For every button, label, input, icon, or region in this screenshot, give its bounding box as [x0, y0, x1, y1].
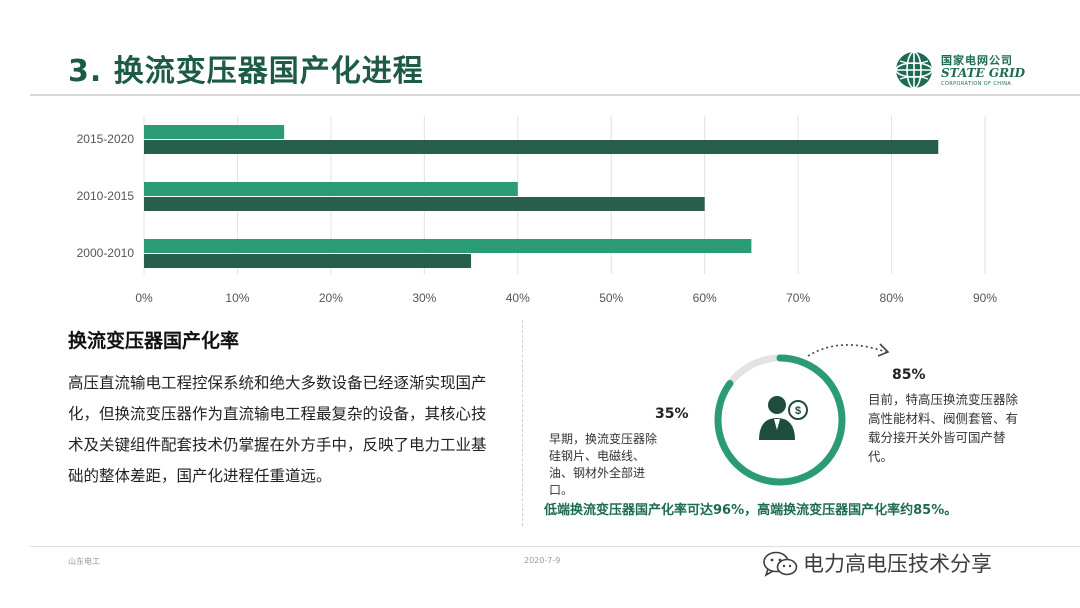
- x-tick-label: 60%: [693, 291, 717, 305]
- section-body: 高压直流输电工程控保系统和绝大多数设备已经逐渐实现国产化，但换流变压器作为直流输…: [68, 374, 487, 485]
- person-money-icon: $: [759, 396, 808, 440]
- current-description: 目前，特高压换流变压器除高性能材料、阀侧套管、有载分接开关外皆可国产替代。: [868, 392, 1019, 464]
- section-heading: 换流变压器国产化率: [68, 330, 240, 352]
- x-tick-label: 20%: [319, 291, 343, 305]
- logo-subtitle: CORPORATION OF CHINA: [941, 81, 1012, 87]
- x-tick-label: 80%: [880, 291, 904, 305]
- bar: [144, 140, 939, 154]
- x-tick-label: 0%: [135, 291, 153, 305]
- svg-text:$: $: [795, 405, 801, 417]
- x-tick-label: 50%: [599, 291, 623, 305]
- footer-date: 2020-7-9: [524, 556, 561, 565]
- trend-arrow: [807, 344, 887, 357]
- logo-name-cn: 国家电网公司: [941, 54, 1013, 67]
- category-label: 2010-2015: [77, 189, 135, 203]
- bar: [144, 254, 472, 268]
- x-tick-label: 10%: [225, 291, 249, 305]
- bar: [144, 197, 705, 211]
- title-divider: [30, 94, 1080, 96]
- localization-bar-chart: 0% 10% 20% 30% 40% 50% 60% 70% 80% 90% 2015-2020 20…: [77, 116, 997, 305]
- wechat-icon: [763, 551, 798, 577]
- trend-arrow-head: [877, 343, 890, 357]
- bar: [144, 239, 752, 253]
- bar: [144, 182, 518, 196]
- x-tick-label: 30%: [412, 291, 436, 305]
- footer-divider: [30, 546, 1080, 547]
- category-label: 2015-2020: [77, 132, 135, 146]
- summary-text: 低端换流变压器国产化率可达96%，高端换流变压器国产化率约85%。: [544, 503, 958, 518]
- watermark-text: 电力高电压技术分享: [803, 552, 992, 576]
- early-percentage: 35%: [655, 406, 689, 422]
- x-tick-label: 40%: [506, 291, 530, 305]
- footer-company: 山东电工: [68, 557, 100, 566]
- state-grid-logo: 国家电网公司 STATE GRID CORPORATION OF CHINA: [894, 48, 1044, 90]
- current-percentage: 85%: [892, 367, 926, 383]
- ring-graphic: $: [714, 343, 890, 486]
- page-title: 3. 换流变压器国产化进程: [68, 54, 424, 89]
- early-description: 早期，换流变压器除硅钢片、电磁线、油、钢材外全部进口。: [549, 432, 658, 497]
- logo-name-en: STATE GRID: [941, 66, 1026, 80]
- state-grid-globe-icon: [895, 51, 933, 89]
- category-label: 2000-2010: [77, 246, 135, 260]
- bar: [144, 125, 285, 139]
- vertical-divider: [522, 320, 523, 526]
- x-tick-label: 70%: [786, 291, 810, 305]
- ring-progress: [714, 354, 846, 486]
- x-tick-label: 90%: [973, 291, 997, 305]
